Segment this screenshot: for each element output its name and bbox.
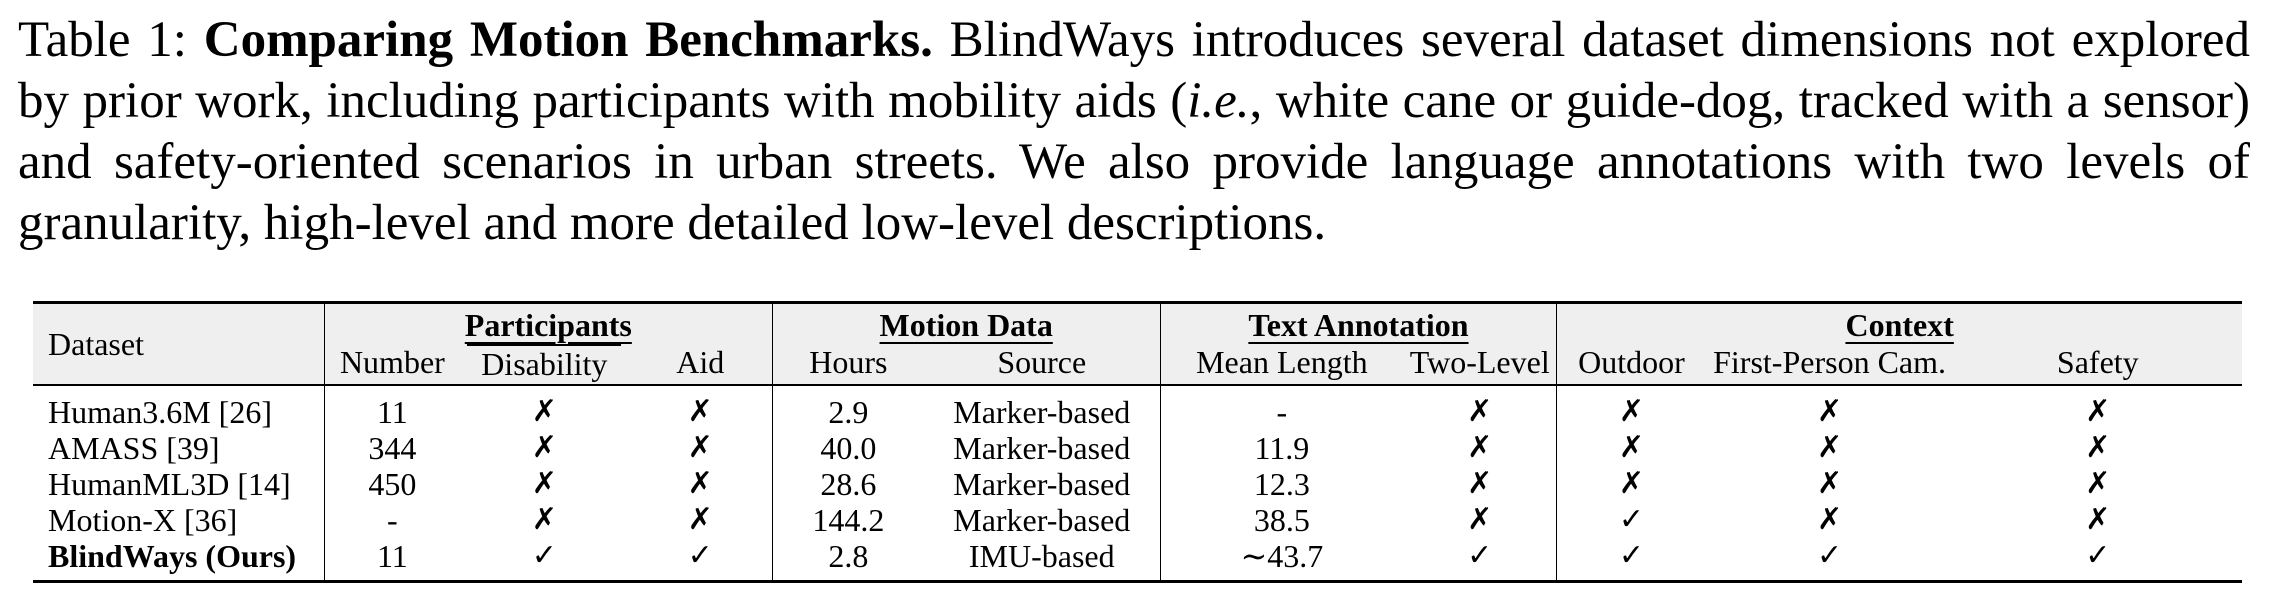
table-row: HumanML3D [14] 450 ✗ ✗ 28.6 Marker-based 12.3 ✗… [33,466,2242,502]
cell-disability: ✓ [531,538,557,573]
header-safety: Safety [1953,344,2242,386]
cell-safety: ✗ [2085,394,2111,429]
cell-two-level: ✗ [1403,430,1558,466]
cell-disability: ✗ [531,394,557,429]
header-dataset: Dataset [33,302,325,386]
header-disability: Disability [467,344,622,383]
cell-number: 450 [368,466,417,502]
caption-title: Comparing Motion Benchmarks. [203,12,933,68]
caption-text-2: , white cane or guide-dog, tracked with … [18,73,2251,251]
cell-first-person-cam: ✓ [1816,538,1843,573]
cell-aid: ✗ [628,502,773,538]
cell-source: Marker-based [923,385,1161,430]
cell-name: Human3.6M [26] [33,385,325,430]
cell-name: AMASS [39] [33,430,325,466]
cell-number: 344 [368,430,417,466]
cell-hours: 2.9 [828,394,869,430]
caption-label: Table 1: [18,12,187,68]
cell-hours: 2.8 [828,538,869,574]
benchmark-table: Dataset Participants Motion Data Text An… [33,301,2242,583]
group-text-annotation: Text Annotation [1248,307,1469,343]
cell-two-level: ✗ [1403,502,1558,538]
header-mean-length: Mean Length [1160,344,1404,386]
cell-source: IMU-based [923,538,1161,582]
cell-first-person-cam: ✗ [1816,466,1843,501]
cell-mean-length: 38.5 [1253,502,1310,538]
cell-source: Marker-based [923,430,1161,466]
cell-mean-length: 12.3 [1253,466,1310,502]
caption-text-1: BlindWays introduces several dataset dim… [18,12,2250,129]
cell-mean-length: - [1276,394,1288,430]
table-row: Motion-X [36] - ✗ ✗ 144.2 Marker-based 38.5 ✗ ✓ ✗… [33,502,2242,538]
group-context: Context [1845,307,1954,343]
cell-number: 11 [376,538,408,574]
cell-first-person-cam: ✗ [1816,394,1843,429]
cell-name: BlindWays (Ours) [33,538,325,582]
cell-aid: ✗ [628,385,773,430]
header-aid: Aid [628,344,773,386]
table-row: AMASS [39] 344 ✗ ✗ 40.0 Marker-based 11.9 ✗ ✗ ✗ ✗ [33,430,2242,466]
table-body: Human3.6M [26] 11 ✗ ✗ 2.9 Marker-based - ✗ ✗ ✗ ✗ AM… [33,385,2242,582]
column-header-row: Number Disability Aid Hours Source Mean … [33,344,2242,386]
cell-safety: ✗ [2085,466,2111,501]
cell-safety: ✗ [2085,430,2111,465]
cell-hours: 28.6 [820,466,877,502]
cell-two-level: ✓ [1403,538,1558,582]
cell-name: HumanML3D [14] [33,466,325,502]
cell-mean-length: ∼43.7 [1240,538,1324,574]
header-two-level: Two-Level [1403,344,1558,386]
cell-disability: ✗ [531,466,557,501]
cell-aid: ✗ [628,466,773,502]
cell-aid: ✗ [628,430,773,466]
cell-outdoor: ✗ [1618,394,1644,429]
cell-number: - [387,502,398,538]
caption-ie: i.e. [1187,73,1250,129]
group-motion-data: Motion Data [879,307,1053,343]
header-source: Source [923,344,1161,386]
table-row: BlindWays (Ours) 11 ✓ ✓ 2.8 IMU-based ∼43.7 ✓ ✓ ✓… [33,538,2242,582]
group-header-row: Dataset Participants Motion Data Text An… [33,302,2242,386]
cell-outdoor: ✗ [1618,430,1644,465]
cell-name: Motion-X [36] [33,502,325,538]
cell-mean-length: 11.9 [1254,430,1310,466]
cell-disability: ✗ [531,502,557,537]
header-outdoor: Outdoor [1556,344,1706,386]
cell-safety: ✓ [2085,538,2111,573]
cell-hours: 144.2 [812,502,885,538]
cell-first-person-cam: ✗ [1816,502,1843,537]
cell-first-person-cam: ✗ [1816,430,1843,465]
cell-safety: ✗ [2085,502,2111,537]
header-hours: Hours [772,344,924,386]
cell-outdoor: ✓ [1618,538,1644,573]
cell-outdoor: ✓ [1618,502,1644,537]
cell-disability: ✗ [531,430,557,465]
cell-outdoor: ✗ [1618,466,1644,501]
group-participants: Participants [464,307,632,343]
cell-two-level: ✗ [1403,385,1558,430]
table-caption: Table 1: Comparing Motion Benchmarks. Bl… [18,10,2250,254]
header-first-person-cam: First-Person Cam. [1705,344,1954,386]
benchmark-table-container: Dataset Participants Motion Data Text An… [33,301,2242,583]
header-number: Number [324,344,460,386]
cell-aid: ✓ [628,538,773,582]
cell-source: Marker-based [923,502,1161,538]
cell-hours: 40.0 [820,430,877,466]
cell-source: Marker-based [923,466,1161,502]
cell-two-level: ✗ [1403,466,1558,502]
table-row: Human3.6M [26] 11 ✗ ✗ 2.9 Marker-based - ✗ ✗ ✗ ✗ [33,385,2242,430]
cell-number: 11 [376,394,408,430]
